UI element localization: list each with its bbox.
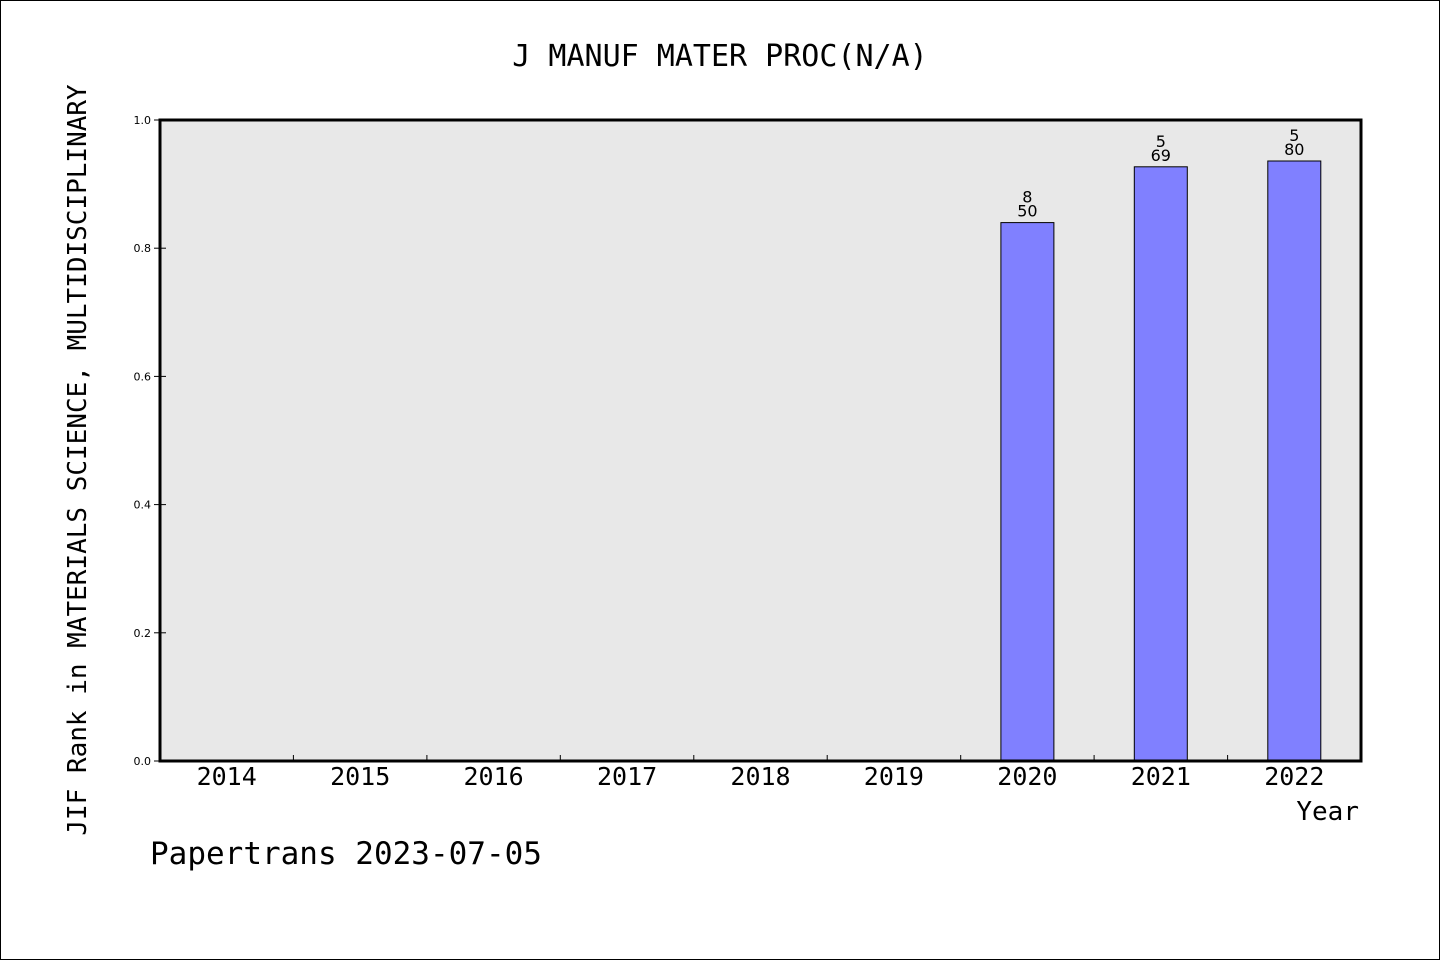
y-tick-label-0.2: 0.2 [134,627,152,640]
x-tick-label-2014: 2014 [197,762,257,791]
y-tick-label-0.6: 0.6 [134,370,152,383]
ticks-layer: 2014 2015 2016 2017 2018 2019 2020 2021 2022 0.0 0… [134,114,1325,791]
y-tick-label-0.8: 0.8 [134,242,152,255]
footer-credit: Papertrans 2023-07-05 [150,836,542,872]
bar-label-bottom-2020: 50 [1017,202,1037,221]
bar-label-bottom-2022: 80 [1284,140,1304,159]
y-tick-label-0.0: 0.0 [134,755,152,768]
bar-label-top-2022: 5 [1289,126,1299,145]
y-tick-label-0.4: 0.4 [134,499,152,512]
bar-label-top-2021: 5 [1156,132,1166,151]
y-axis-label: JIF Rank in MATERIALS SCIENCE, MULTIDISC… [63,84,93,836]
x-tick-label-2020: 2020 [997,762,1057,791]
x-tick-label-2017: 2017 [597,762,657,791]
plot-border [158,118,1363,763]
bar-2021 [1133,166,1188,762]
bar-2020 [1000,222,1055,762]
chart-title: J MANUF MATER PROC(N/A) [512,39,927,74]
x-tick-label-2016: 2016 [463,762,523,791]
bar-label-bottom-2021: 69 [1151,146,1171,165]
bar-2022 [1267,160,1322,762]
x-tick-label-2022: 2022 [1264,762,1324,791]
x-tick-label-2019: 2019 [864,762,924,791]
y-tick-label-1.0: 1.0 [134,114,152,127]
x-axis-label: Year [1296,797,1359,827]
x-tick-label-2015: 2015 [330,762,390,791]
x-tick-label-2021: 2021 [1131,762,1191,791]
bar-label-top-2020: 8 [1022,188,1032,207]
x-tick-label-2018: 2018 [730,762,790,791]
